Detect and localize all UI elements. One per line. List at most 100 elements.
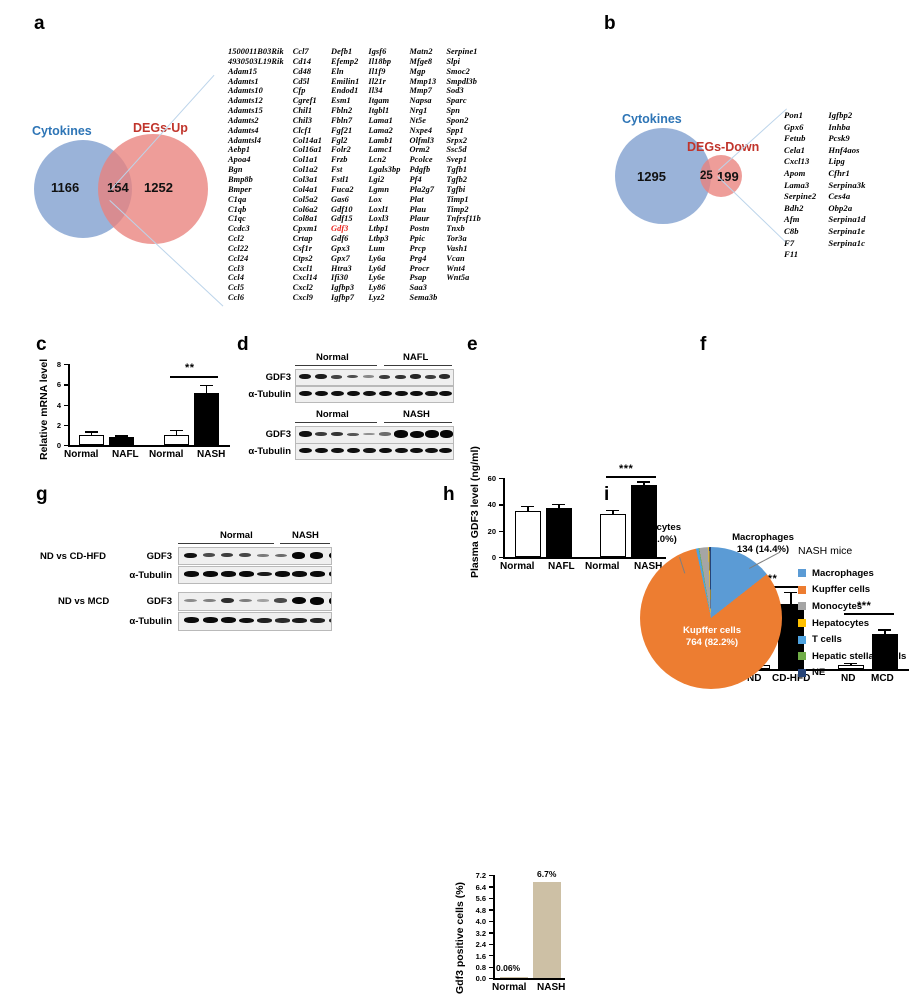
- gene-item: Col6a2: [292, 204, 318, 214]
- venn-b-count-intersection: 25: [700, 170, 713, 182]
- gene-item: Col8a1: [292, 214, 318, 224]
- bar-value-label: 0.06%: [496, 963, 521, 973]
- panel-i-legend: NASH mice Macrophages Kupffer cells Mono…: [798, 545, 913, 681]
- ytick: [489, 966, 493, 968]
- blot-band: [275, 571, 290, 577]
- ytick: [489, 943, 493, 946]
- ytick: [489, 897, 493, 900]
- error-cap: [878, 629, 891, 631]
- legend-item-hepatic-stellate-cells[interactable]: Hepatic stellate cells: [798, 648, 913, 665]
- gene-item: C8b: [784, 225, 799, 236]
- blot-group-underline: [178, 543, 274, 545]
- gene-item: Loxl1: [368, 204, 389, 214]
- ytick-label: 4.0: [475, 917, 486, 927]
- blot-band: [310, 571, 325, 577]
- gene-item: C1qa: [228, 194, 247, 204]
- gene-item: Bmper: [228, 184, 252, 194]
- gene-item: Cd48: [292, 66, 312, 76]
- bar: [109, 436, 134, 445]
- gene-column: Matn2 Mfge8 Mgp Mmp13 Mmp7 Napsa Nrg1 Nt…: [410, 47, 438, 303]
- ytick: [64, 404, 68, 406]
- bar-value-label: 6.7%: [537, 869, 557, 879]
- gene-item: Efemp2: [330, 56, 359, 66]
- blot-group-underline: [295, 365, 377, 367]
- legend-item-hepatocytes[interactable]: Hepatocytes: [798, 615, 913, 632]
- gene-item: Vash1: [446, 243, 468, 253]
- blot-band: [410, 374, 421, 379]
- xtick-label: NAFL: [112, 449, 139, 460]
- gene-item: Cgref1: [292, 96, 317, 106]
- gene-item: Srpx2: [446, 135, 468, 145]
- gene-item-highlighted: Gdf3: [330, 224, 349, 234]
- blot-band: [299, 390, 312, 397]
- gene-item: Fgf21: [330, 125, 353, 135]
- ytick: [489, 978, 493, 980]
- blot-band: [331, 447, 344, 454]
- blot-band: [257, 599, 269, 602]
- gene-item: C1qc: [228, 214, 246, 224]
- gene-item: Obp2a: [828, 202, 853, 213]
- gene-column: Serpine1 Slpi Smoc2 Smpdl3b Sod3 Sparc S…: [446, 47, 481, 303]
- error-cap: [115, 435, 128, 437]
- ytick: [489, 886, 493, 888]
- ytick: [64, 424, 68, 427]
- gene-item: Gpx6: [784, 121, 804, 132]
- gene-item: Ly6e: [368, 273, 386, 283]
- xtick-label: MCD: [871, 673, 894, 684]
- gene-item: Smpdl3b: [446, 76, 477, 86]
- legend-item-macrophages[interactable]: Macrophages: [798, 565, 913, 582]
- blot-band: [395, 447, 408, 454]
- ytick: [64, 364, 68, 366]
- gene-item: Chil1: [292, 106, 313, 116]
- gene-item: Mmp7: [409, 86, 433, 96]
- blot-image-tubulin: [295, 443, 454, 460]
- blot-band: [347, 447, 360, 454]
- legend-item-t-cells[interactable]: T cells: [798, 631, 913, 648]
- gene-item: F7: [784, 237, 795, 248]
- gene-item: Prg4: [409, 253, 427, 263]
- gene-item: Ly6a: [368, 253, 386, 263]
- blot-band: [239, 571, 254, 577]
- gene-item: Il1f9: [368, 66, 386, 76]
- gene-item: Plau: [409, 204, 427, 214]
- error-cap: [606, 510, 619, 512]
- blot-band: [299, 431, 312, 437]
- gene-item: Lama2: [368, 125, 393, 135]
- blot-band: [221, 571, 236, 577]
- gene-item: Tgfb2: [446, 174, 468, 184]
- gene-item: Serpina1c: [828, 237, 866, 248]
- venn-b-circle-degs-down: [700, 155, 742, 197]
- pie-annotation-value: 134 (14.4%): [736, 544, 790, 555]
- blot-band: [329, 596, 331, 605]
- gene-item: Adamts10: [228, 86, 263, 96]
- blot-condition-label: ND vs CD-HFD: [40, 551, 106, 562]
- blot-image-tubulin: [178, 612, 332, 631]
- legend-item-monocytes[interactable]: Monocytes: [798, 598, 913, 615]
- legend-label: T cells: [812, 634, 842, 646]
- gene-item: Ccl3: [228, 263, 245, 273]
- gene-item: Folr2: [330, 145, 351, 155]
- blot-band: [203, 617, 218, 624]
- blot-band: [292, 618, 307, 623]
- panel-c-chart: Relative mRNA level 0 2 4 6 8 ** Normal …: [24, 356, 234, 468]
- gene-item: C1qb: [228, 204, 247, 214]
- gene-item: Lyz2: [368, 293, 385, 303]
- bar: [500, 977, 528, 978]
- xtick-label: NASH: [537, 982, 566, 993]
- gene-item: Gdf15: [330, 214, 353, 224]
- blot-loading-label: α-Tubulin: [129, 616, 172, 627]
- gene-item: Spn: [446, 106, 460, 116]
- gene-item: Igfbp7: [330, 293, 355, 303]
- legend-item-ne[interactable]: NE: [798, 665, 913, 682]
- legend-item-kupffer-cells[interactable]: Kupffer cells: [798, 582, 913, 599]
- panel-a-label: a: [34, 13, 45, 34]
- legend-swatch: [798, 635, 806, 644]
- gene-item: Wnt4: [446, 263, 466, 273]
- gene-item: Col5a2: [292, 194, 318, 204]
- gene-item: Col14a1: [292, 135, 322, 145]
- blot-band: [425, 447, 438, 454]
- blot-band: [239, 553, 251, 558]
- gene-item: Mgp: [409, 66, 426, 76]
- gene-item: Tgfb1: [446, 165, 468, 175]
- gene-item: Adam15: [228, 66, 258, 76]
